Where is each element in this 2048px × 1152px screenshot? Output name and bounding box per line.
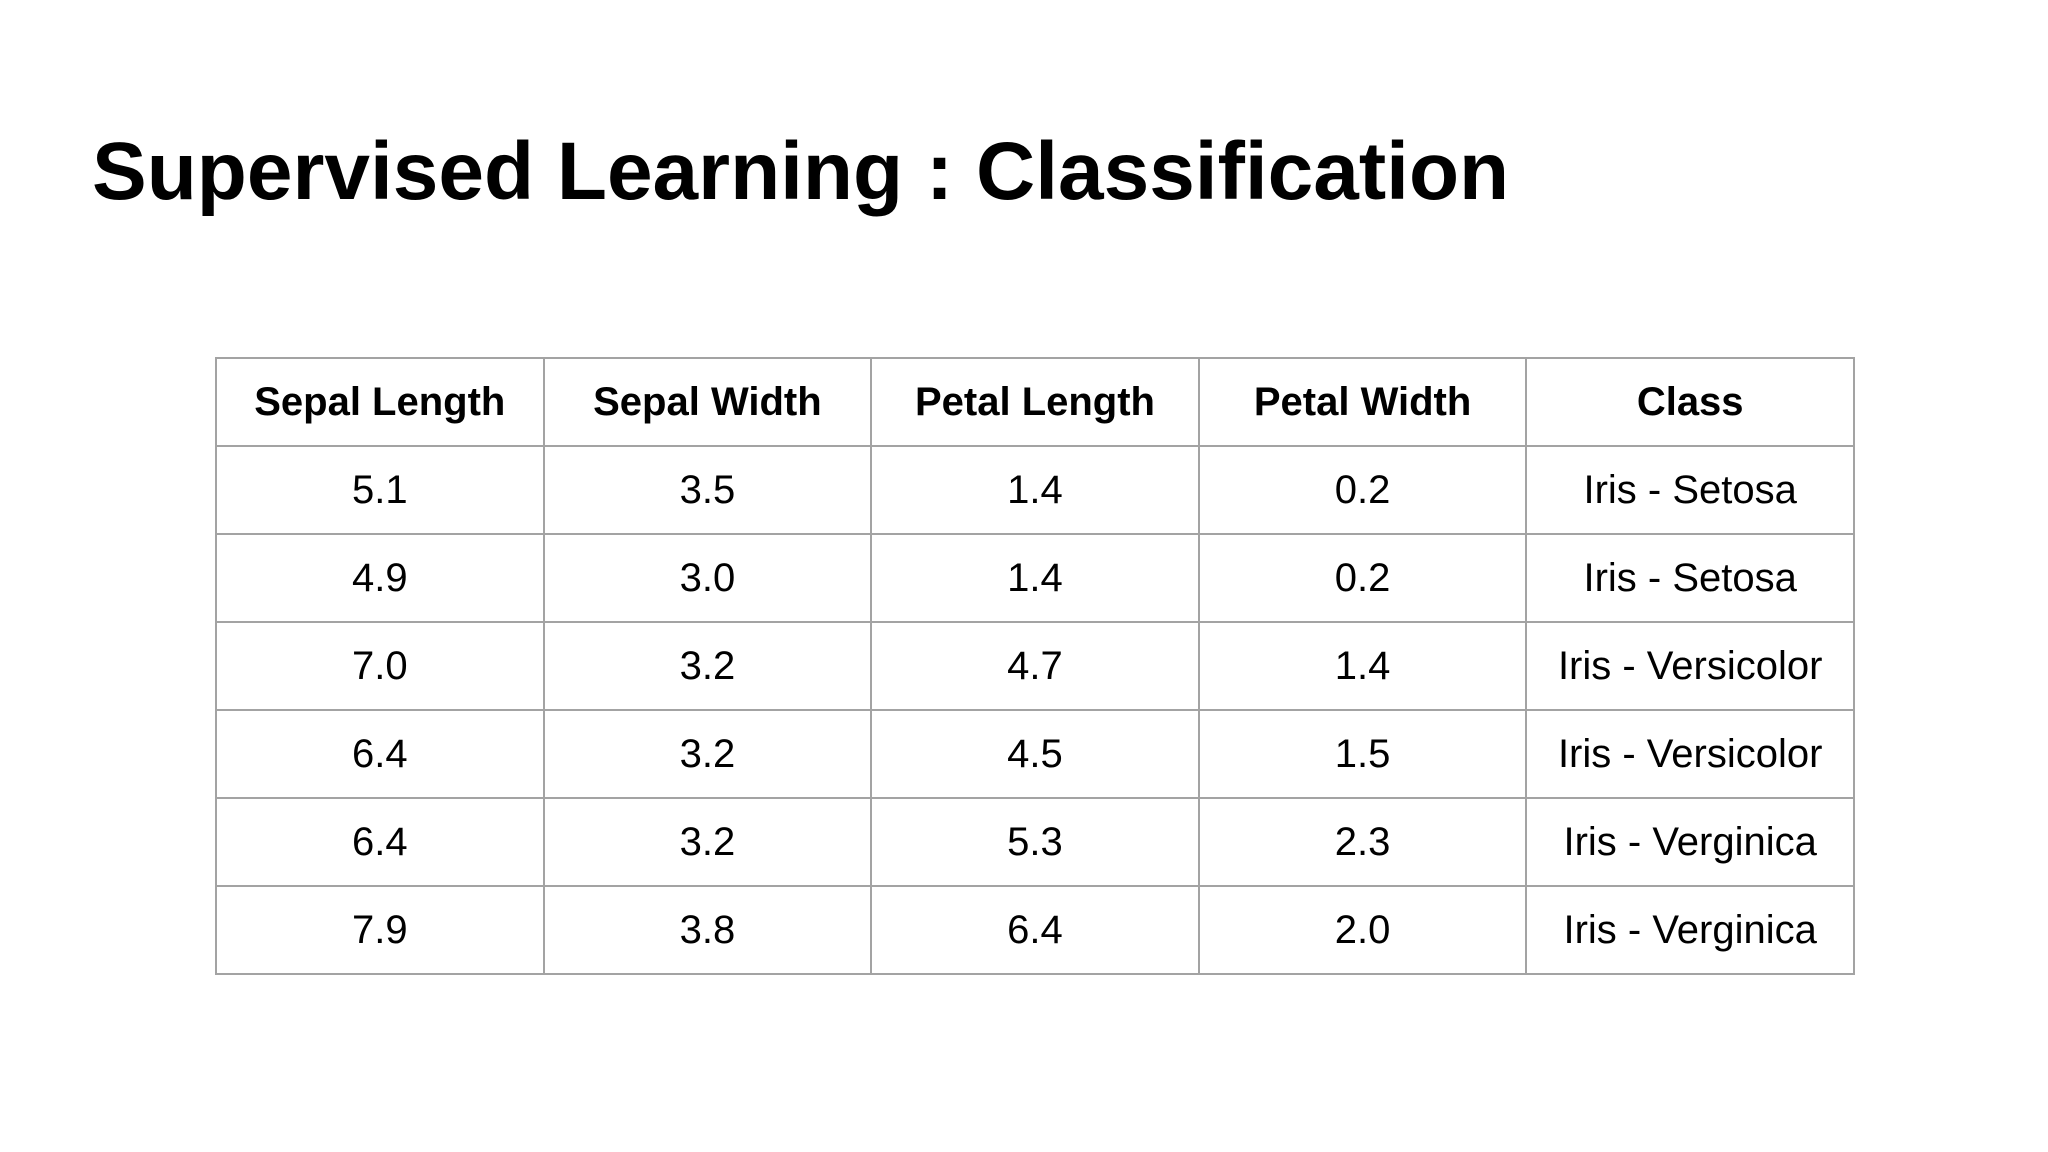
cell-petal-length: 1.4: [870, 533, 1200, 623]
column-header-petal-width: Petal Width: [1197, 357, 1528, 447]
table-row: 6.4 3.2 5.3 2.3 Iris - Verginica: [215, 797, 1855, 887]
cell-petal-width: 0.2: [1197, 445, 1528, 535]
iris-data-table: Sepal Length Sepal Width Petal Length Pe…: [215, 357, 1855, 975]
cell-petal-length: 1.4: [870, 445, 1200, 535]
cell-petal-width: 1.5: [1197, 709, 1528, 799]
cell-sepal-length: 6.4: [215, 709, 545, 799]
column-header-petal-length: Petal Length: [870, 357, 1200, 447]
cell-sepal-length: 6.4: [215, 797, 545, 887]
cell-petal-width: 0.2: [1197, 533, 1528, 623]
cell-class: Iris - Versicolor: [1525, 621, 1855, 711]
cell-petal-width: 2.3: [1197, 797, 1528, 887]
cell-class: Iris - Setosa: [1525, 533, 1855, 623]
cell-petal-length: 6.4: [870, 885, 1200, 975]
cell-sepal-length: 7.0: [215, 621, 545, 711]
cell-sepal-width: 3.2: [542, 621, 873, 711]
column-header-class: Class: [1525, 357, 1855, 447]
column-header-sepal-width: Sepal Width: [542, 357, 873, 447]
slide-title: Supervised Learning : Classification: [92, 126, 1510, 217]
cell-sepal-width: 3.8: [542, 885, 873, 975]
table-row: 4.9 3.0 1.4 0.2 Iris - Setosa: [215, 533, 1855, 623]
table-row: 7.9 3.8 6.4 2.0 Iris - Verginica: [215, 885, 1855, 975]
cell-sepal-width: 3.0: [542, 533, 873, 623]
table-row: 5.1 3.5 1.4 0.2 Iris - Setosa: [215, 445, 1855, 535]
cell-petal-length: 4.5: [870, 709, 1200, 799]
table-header-row: Sepal Length Sepal Width Petal Length Pe…: [215, 357, 1855, 447]
cell-sepal-width: 3.2: [542, 797, 873, 887]
cell-sepal-length: 4.9: [215, 533, 545, 623]
cell-class: Iris - Verginica: [1525, 797, 1855, 887]
cell-class: Iris - Setosa: [1525, 445, 1855, 535]
cell-sepal-length: 7.9: [215, 885, 545, 975]
cell-sepal-width: 3.5: [542, 445, 873, 535]
cell-sepal-length: 5.1: [215, 445, 545, 535]
cell-petal-width: 2.0: [1197, 885, 1528, 975]
cell-class: Iris - Verginica: [1525, 885, 1855, 975]
table-row: 7.0 3.2 4.7 1.4 Iris - Versicolor: [215, 621, 1855, 711]
cell-petal-length: 5.3: [870, 797, 1200, 887]
table-row: 6.4 3.2 4.5 1.5 Iris - Versicolor: [215, 709, 1855, 799]
cell-class: Iris - Versicolor: [1525, 709, 1855, 799]
cell-petal-width: 1.4: [1197, 621, 1528, 711]
cell-petal-length: 4.7: [870, 621, 1200, 711]
column-header-sepal-length: Sepal Length: [215, 357, 545, 447]
cell-sepal-width: 3.2: [542, 709, 873, 799]
